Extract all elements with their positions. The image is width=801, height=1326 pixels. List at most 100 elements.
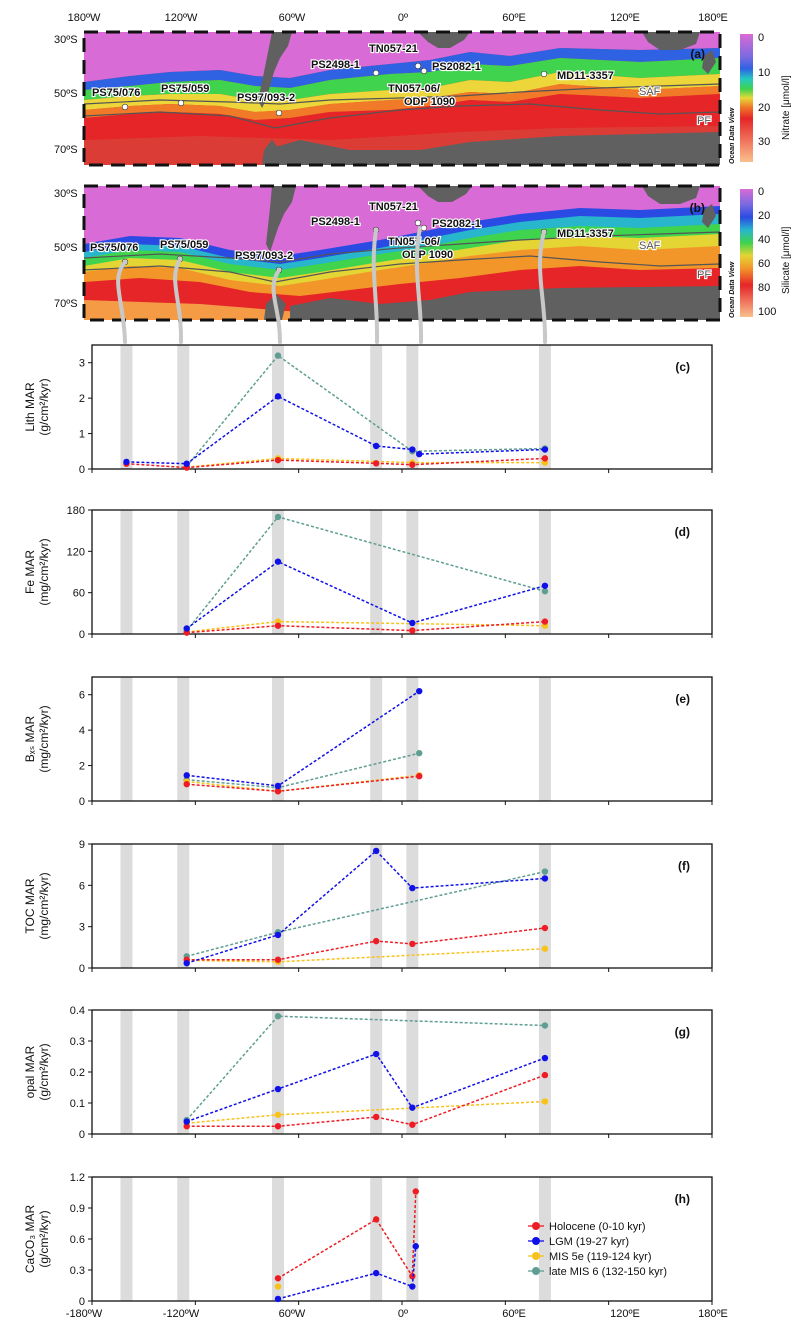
y-axis-unit: (g/cm²/kyr) — [37, 378, 51, 435]
legend-label: late MIS 6 (132-150 kyr) — [549, 1266, 667, 1278]
y-tick-label: 4 — [79, 725, 85, 737]
top-tick: 120ºE — [610, 12, 640, 24]
y-tick-label: 0.3 — [70, 1036, 85, 1048]
data-point-holocene — [409, 940, 416, 948]
data-point-mis6 — [274, 352, 282, 359]
site-band — [272, 1010, 284, 1134]
nitrate-colorbar — [740, 34, 753, 162]
site-band — [538, 510, 551, 634]
data-point-lgm — [409, 1104, 416, 1111]
antarctica-landmass — [290, 286, 720, 320]
data-point-lgm — [416, 450, 423, 458]
colorbar-tick: 60 — [758, 258, 770, 270]
colorbar-title: Nitrate [μmol/l] — [781, 75, 792, 140]
site-connector — [173, 257, 184, 344]
data-point-lgm — [372, 1050, 380, 1058]
pf-front-line — [83, 255, 721, 283]
data-point-mis5e — [274, 1283, 282, 1290]
site-connector — [271, 268, 282, 344]
antarctica-landmass — [272, 132, 720, 165]
data-point-lgm — [541, 446, 549, 453]
site-band — [538, 345, 551, 469]
y-tick-label: 6 — [79, 690, 85, 702]
y-tick-label: 0 — [79, 464, 85, 476]
panel-tag: (f) — [678, 859, 690, 873]
y-tick-label: 1.2 — [70, 1172, 85, 1184]
y-tick-label: 9 — [79, 839, 85, 851]
y-axis-unit: (mg/cm²/kyr) — [37, 538, 51, 605]
y-tick-label: 2 — [79, 393, 85, 405]
site-band — [370, 844, 383, 968]
data-point-lgm — [409, 1283, 416, 1290]
bottom-tick: -120ºW — [163, 1308, 200, 1320]
y-tick-label: 0 — [79, 963, 85, 975]
data-point-holocene — [412, 1188, 419, 1195]
lat-label: 70ºS — [54, 144, 78, 156]
legend-label: Holocene (0-10 kyr) — [549, 1221, 646, 1233]
site-label: PS2082-1 — [432, 61, 481, 73]
nitrate-blue-band — [84, 48, 720, 90]
series-line-mis6 — [186, 752, 420, 789]
site-label: ODP 1090 — [402, 249, 453, 261]
colorbar-tick: 100 — [758, 306, 776, 318]
top-tick: 60ºE — [502, 12, 526, 24]
data-point-mis5e — [274, 1111, 282, 1118]
series-line-holocene — [186, 775, 420, 793]
y-tick-label: 3 — [79, 358, 85, 370]
data-point-holocene — [541, 924, 549, 932]
top-tick: 0º — [398, 12, 408, 24]
y-tick-label: 6 — [79, 880, 85, 892]
site-band — [120, 510, 133, 634]
site-connector — [371, 228, 380, 344]
data-point-holocene — [274, 956, 282, 963]
chart-panel-g: 0 0.1 0.2 0.3 0.4 opal MAR (g/cm²/kyr) (g) — [23, 1005, 713, 1141]
front-label: PF — [697, 269, 711, 281]
series-line-mis6 — [186, 1015, 545, 1121]
series-line-mis6 — [186, 870, 546, 958]
y-tick-label: 3 — [79, 922, 85, 934]
data-point-holocene — [409, 1121, 416, 1128]
series-line-holocene — [277, 1191, 417, 1279]
y-tick-label: 0.4 — [70, 1005, 85, 1017]
colorbar-tick: 0 — [758, 32, 764, 44]
saf-front-line — [83, 83, 721, 105]
series-line-lgm — [277, 1246, 417, 1300]
silicate-colorbar — [740, 189, 753, 317]
data-point-mis6 — [541, 1022, 549, 1029]
data-point-holocene — [541, 1071, 549, 1079]
top-longitude-axis: 180ºW 120ºW 60ºW 0º 60ºE 120ºE 180ºE — [68, 12, 728, 24]
series-line-holocene — [126, 457, 545, 469]
bottom-tick: 120ºE — [610, 1308, 640, 1320]
site-label: PS2498-1 — [311, 59, 360, 71]
data-point-holocene — [541, 455, 549, 462]
series-line-lgm — [186, 690, 420, 787]
site-label: TN057-21 — [369, 201, 418, 213]
data-point-lgm — [183, 772, 190, 779]
site-band — [177, 1177, 190, 1301]
panel-tag: (c) — [675, 360, 690, 374]
site-label: MD11-3357 — [557, 70, 614, 82]
bottom-tick: -180ºW — [66, 1308, 103, 1320]
bottom-tick: 0º — [398, 1308, 408, 1320]
series-line-lgm — [186, 560, 546, 630]
site-band — [538, 1177, 551, 1301]
new-zealand-landmass — [702, 204, 716, 228]
legend-label: MIS 5e (119-124 kyr) — [549, 1251, 652, 1263]
map-panel-a: 30ºS 50ºS 70ºS PS75/076 PS75/059 PS97/09… — [54, 30, 792, 167]
south-america-landmass — [258, 32, 292, 108]
series-line-lgm — [186, 1053, 546, 1123]
series-line-holocene — [186, 1074, 546, 1128]
site-connector — [116, 260, 127, 344]
data-point-lgm — [541, 582, 549, 589]
data-point-holocene — [372, 1113, 380, 1121]
data-point-holocene — [372, 460, 380, 467]
data-point-lgm — [541, 875, 549, 882]
site-band — [120, 1177, 133, 1301]
data-point-holocene — [409, 627, 416, 634]
site-band — [406, 677, 419, 801]
y-axis-label: TOC MAR — [23, 878, 37, 933]
bottom-longitude-axis: -180ºW -120ºW 60ºW 0º 60ºE 120ºE 180ºE — [66, 1308, 728, 1320]
colorbar-title: Silicate [μmol/l] — [781, 226, 792, 294]
site-band — [370, 345, 383, 469]
